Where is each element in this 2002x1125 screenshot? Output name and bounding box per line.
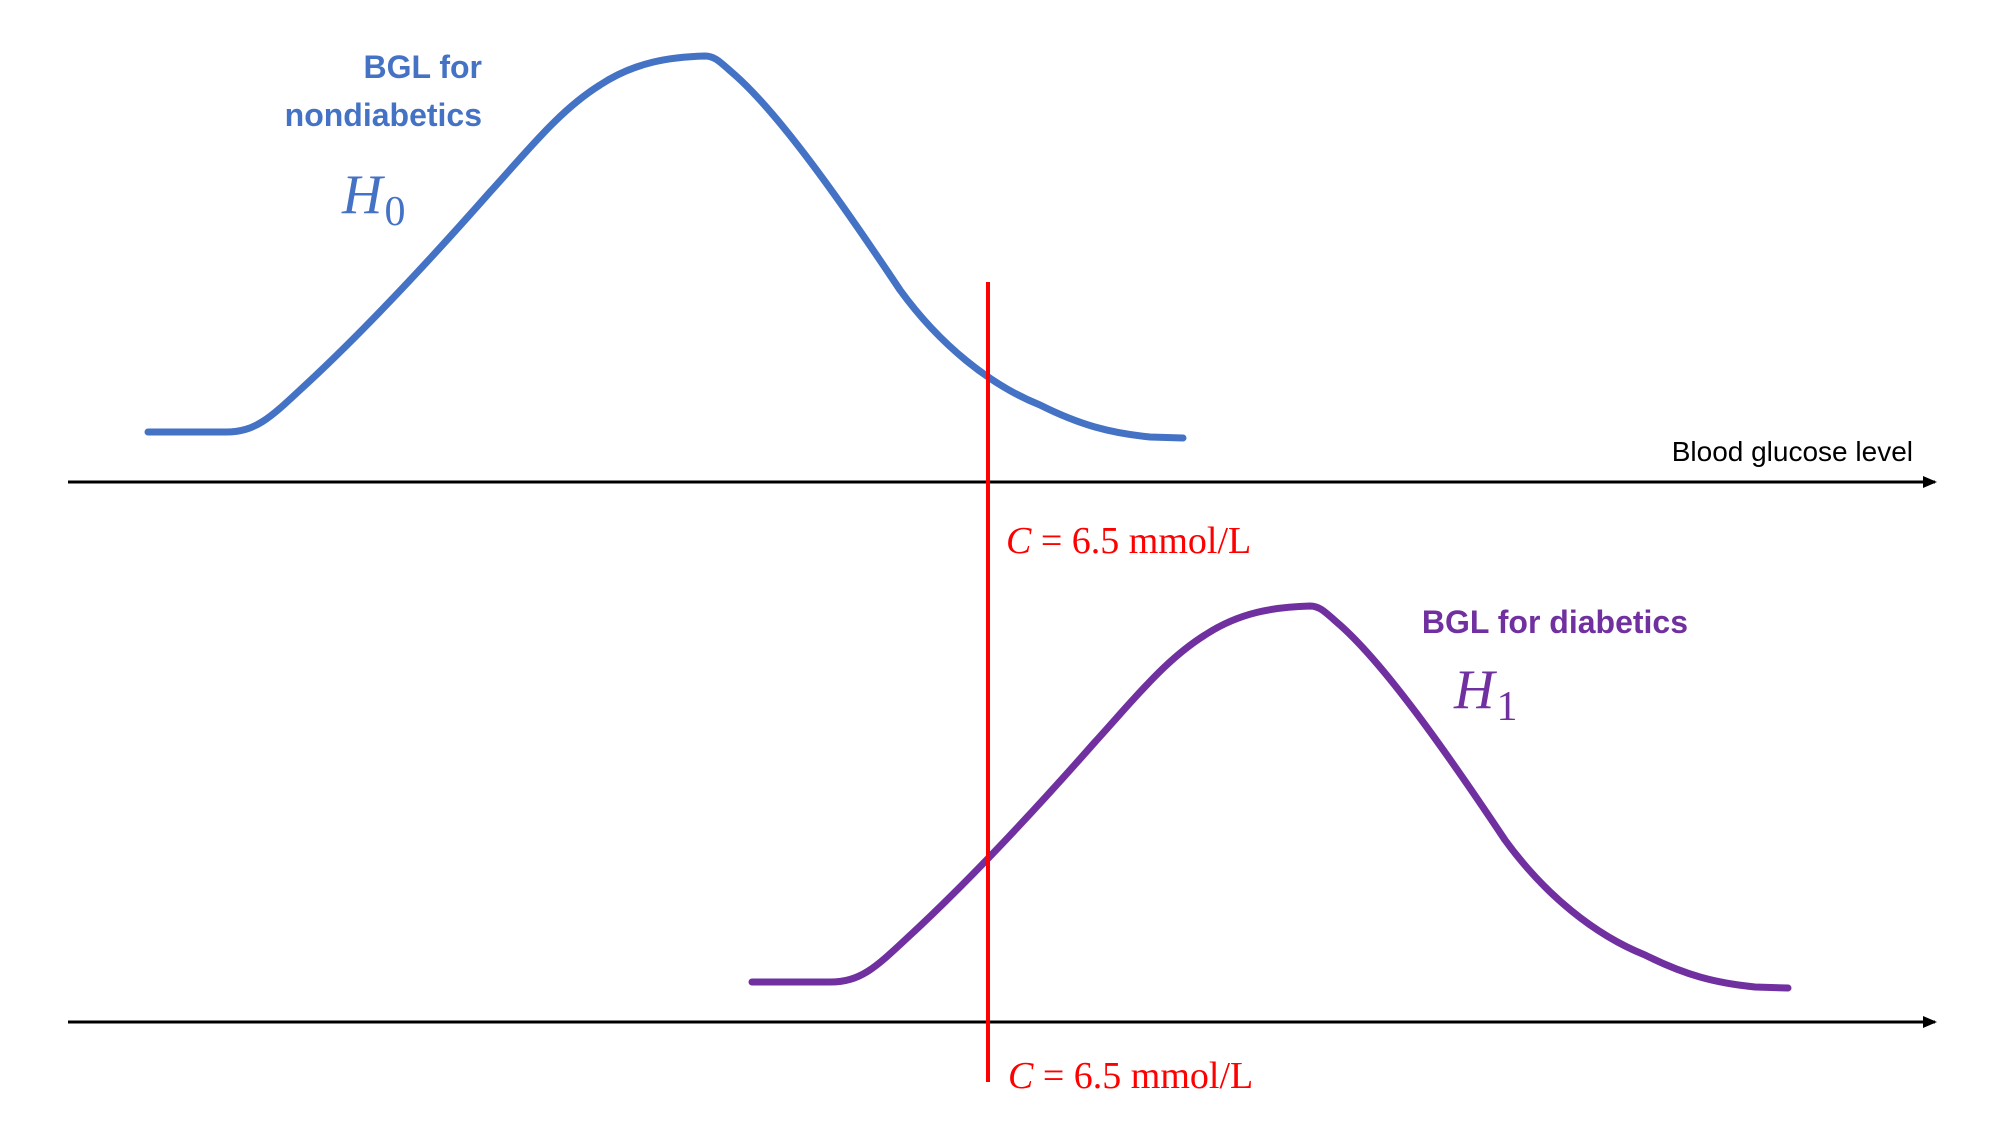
h1-label: BGL for diabetics	[1422, 604, 1688, 640]
threshold-label-bottom: C = 6.5 mmol/L	[1008, 1055, 1253, 1097]
h0-label-line1: BGL for	[363, 49, 482, 85]
axis-label: Blood glucose level	[1672, 436, 1913, 467]
threshold-symbol-top: C	[1006, 520, 1032, 562]
h1-curve	[748, 602, 1792, 992]
threshold-symbol-bottom: C	[1008, 1055, 1034, 1097]
h0-label-line2: nondiabetics	[285, 97, 482, 133]
h1-symbol-sub: 1	[1496, 684, 1517, 730]
h0-symbol-letter: H	[341, 164, 385, 226]
threshold-eq-top: = 6.5 mmol/L	[1031, 520, 1251, 562]
h1-symbol-letter: H	[1453, 659, 1497, 721]
h0-symbol-sub: 0	[384, 189, 405, 235]
h1-symbol: H1	[1453, 659, 1517, 730]
threshold-label-top: C = 6.5 mmol/L	[1006, 520, 1251, 562]
h0-symbol: H0	[341, 164, 405, 235]
threshold-eq-bottom: = 6.5 mmol/L	[1033, 1055, 1253, 1097]
